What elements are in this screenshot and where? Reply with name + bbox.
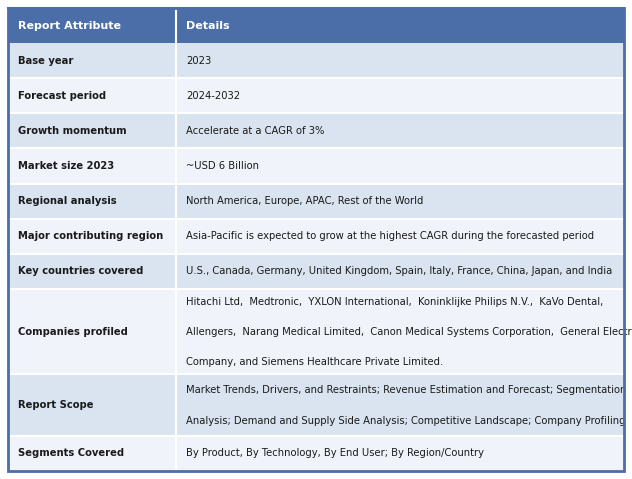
Text: ~USD 6 Billion: ~USD 6 Billion [186, 161, 259, 171]
Text: Report Attribute: Report Attribute [18, 21, 121, 31]
Text: U.S., Canada, Germany, United Kingdom, Spain, Italy, France, China, Japan, and I: U.S., Canada, Germany, United Kingdom, S… [186, 266, 612, 276]
Text: Hitachi Ltd,  Medtronic,  YXLON International,  Koninklijke Philips N.V.,  KaVo : Hitachi Ltd, Medtronic, YXLON Internatio… [186, 297, 604, 307]
Text: Analysis; Demand and Supply Side Analysis; Competitive Landscape; Company Profil: Analysis; Demand and Supply Side Analysi… [186, 415, 626, 425]
Text: Market Trends, Drivers, and Restraints; Revenue Estimation and Forecast; Segment: Market Trends, Drivers, and Restraints; … [186, 385, 626, 395]
Text: Base year: Base year [18, 56, 73, 66]
Text: Details: Details [186, 21, 229, 31]
Bar [8, 43, 624, 78]
Bar [8, 218, 624, 254]
Text: Accelerate at a CAGR of 3%: Accelerate at a CAGR of 3% [186, 126, 324, 136]
Text: Asia-Pacific is expected to grow at the highest CAGR during the forecasted perio: Asia-Pacific is expected to grow at the … [186, 231, 594, 241]
Text: Key countries covered: Key countries covered [18, 266, 143, 276]
Bar [8, 148, 624, 183]
Text: North America, Europe, APAC, Rest of the World: North America, Europe, APAC, Rest of the… [186, 196, 423, 206]
Bar [8, 8, 624, 43]
Text: Company, and Siemens Healthcare Private Limited.: Company, and Siemens Healthcare Private … [186, 356, 443, 366]
Text: Growth momentum: Growth momentum [18, 126, 126, 136]
Bar [8, 114, 624, 148]
Text: Report Scope: Report Scope [18, 400, 94, 410]
Text: 2024-2032: 2024-2032 [186, 91, 240, 101]
Bar [8, 436, 624, 471]
Text: Segments Covered: Segments Covered [18, 448, 124, 458]
Text: Regional analysis: Regional analysis [18, 196, 117, 206]
Text: Allengers,  Narang Medical Limited,  Canon Medical Systems Corporation,  General: Allengers, Narang Medical Limited, Canon… [186, 327, 632, 337]
Text: Market size 2023: Market size 2023 [18, 161, 114, 171]
Text: Major contributing region: Major contributing region [18, 231, 163, 241]
Text: Forecast period: Forecast period [18, 91, 106, 101]
Bar [8, 183, 624, 218]
Text: Companies profiled: Companies profiled [18, 327, 128, 337]
Bar [8, 78, 624, 114]
Bar [8, 254, 624, 289]
Text: 2023: 2023 [186, 56, 211, 66]
Text: By Product, By Technology, By End User; By Region/Country: By Product, By Technology, By End User; … [186, 448, 484, 458]
Bar [8, 289, 624, 375]
Bar [8, 375, 624, 436]
